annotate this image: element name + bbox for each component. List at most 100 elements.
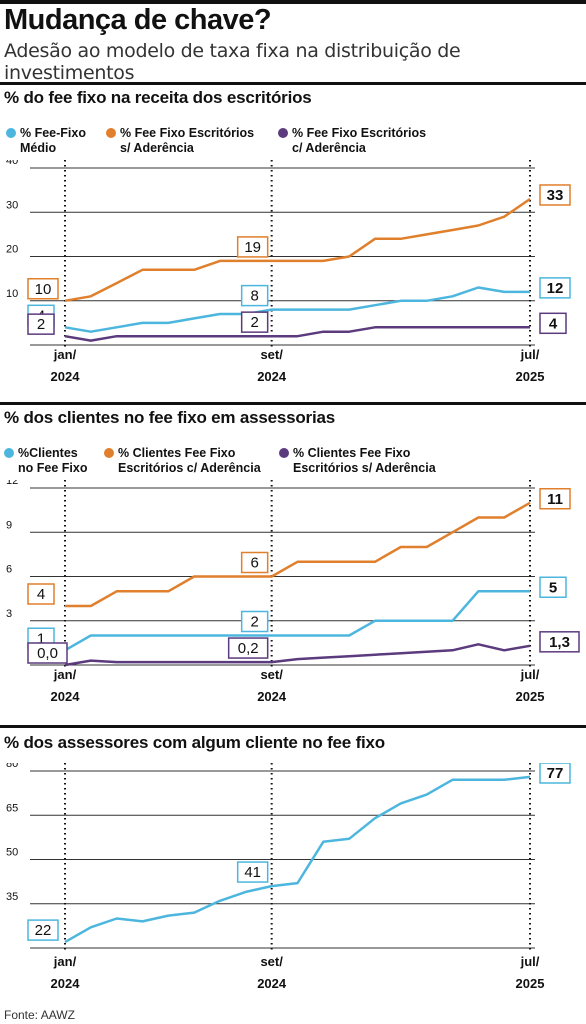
legend-label: % Fee Fixo Escritórios c/ Aderência [292, 126, 427, 155]
page-title: Mudança de chave? [4, 4, 272, 36]
chart-1-legend-item-3: % Fee Fixo Escritórios c/ Aderência [278, 126, 427, 156]
x-tick-year: 2025 [516, 689, 545, 704]
x-tick-month: set/ [260, 954, 283, 969]
series-line [64, 326, 530, 342]
value-label-box [236, 236, 269, 258]
value-label-box [27, 642, 68, 664]
value-label: 0,2 [238, 640, 259, 657]
value-label: 2 [250, 614, 258, 631]
value-label: 41 [244, 864, 261, 881]
value-label: 5 [549, 579, 557, 596]
x-tick-year: 2024 [51, 369, 81, 384]
value-label: 0,0 [37, 645, 58, 662]
series-line [64, 197, 531, 303]
value-label: 4 [37, 586, 45, 603]
value-label-box [539, 184, 571, 206]
legend-label: % Clientes Fee Fixo Escritórios s/ Aderê… [293, 446, 436, 475]
x-tick-month: jul/ [520, 347, 540, 362]
legend-dot [104, 448, 114, 458]
x-tick-year: 2024 [51, 689, 81, 704]
value-label-box [539, 312, 567, 335]
value-label: 19 [244, 239, 261, 256]
chart-1-title: % do fee fixo na receita dos escritórios [4, 88, 312, 107]
y-tick-label: 80 [6, 763, 18, 770]
value-label: 77 [547, 765, 564, 782]
chart-2-legend-item-3: % Clientes Fee Fixo Escritórios s/ Aderê… [279, 446, 436, 476]
legend-dot [6, 128, 16, 138]
chart-1-legend-item-2: % Fee Fixo Escritórios s/ Aderência [106, 126, 255, 156]
legend-label: % Fee-Fixo Médio [20, 126, 86, 155]
y-tick-label: 65 [6, 802, 18, 814]
y-tick-label: 10 [6, 288, 18, 300]
legend-dot [106, 128, 116, 138]
series-line [64, 775, 531, 944]
value-label: 12 [547, 280, 564, 297]
value-label-box [539, 576, 567, 598]
value-label: 2 [37, 316, 45, 333]
value-label-box [539, 763, 571, 784]
section-3-rule [0, 725, 586, 728]
chart-3-plot: 35 50 65 80 jan/2024 set/2024 jul/2025 22 41 77 [6, 763, 571, 991]
legend-dot [278, 128, 288, 138]
value-label: 6 [250, 555, 258, 572]
x-tick-year: 2024 [257, 976, 287, 991]
x-tick-month: jan/ [53, 954, 77, 969]
value-label-box [27, 313, 55, 335]
section-2-rule [0, 402, 586, 405]
y-tick-label: 9 [6, 519, 12, 531]
value-label: 11 [547, 491, 563, 508]
value-label: 1 [37, 630, 45, 647]
value-label: 1,3 [549, 634, 570, 651]
value-label-box [27, 583, 55, 605]
chart-3-title: % dos assessores com algum cliente no fe… [4, 733, 385, 752]
section-1-rule [0, 82, 586, 85]
x-tick-month: jul/ [520, 667, 540, 682]
legend-label: % Fee Fixo Escritórios s/ Aderência [120, 126, 255, 155]
chart-2-legend-item-1: %Clientes no Fee Fixo [4, 446, 88, 476]
y-tick-label: 40 [6, 160, 18, 167]
series-line [64, 286, 530, 333]
value-label: 10 [35, 281, 52, 298]
value-label-box [240, 311, 269, 333]
x-tick-month: set/ [260, 347, 283, 362]
value-label: 33 [547, 187, 564, 204]
chart-2-title: % dos clientes no fee fixo em assessoria… [4, 408, 336, 427]
x-tick-year: 2025 [516, 976, 545, 991]
y-tick-label: 50 [6, 847, 18, 859]
chart-1-legend-item-1: % Fee-Fixo Médio [6, 126, 86, 156]
value-label-box [240, 551, 269, 574]
value-label-box [539, 631, 580, 653]
value-label: 22 [35, 922, 52, 939]
x-tick-year: 2025 [516, 369, 545, 384]
value-label-box [227, 637, 269, 659]
value-label-box [539, 488, 571, 510]
y-tick-label: 3 [6, 608, 12, 620]
x-tick-month: jan/ [53, 667, 77, 682]
x-tick-month: jan/ [53, 347, 77, 362]
y-tick-label: 35 [6, 891, 18, 903]
x-tick-year: 2024 [257, 689, 287, 704]
value-label: 4 [549, 315, 558, 332]
x-tick-year: 2024 [257, 369, 287, 384]
y-tick-label: 12 [6, 480, 18, 487]
x-tick-year: 2024 [51, 976, 81, 991]
top-rule [0, 0, 586, 4]
legend-dot [4, 448, 14, 458]
series-line [64, 643, 531, 667]
value-label-box [27, 919, 59, 941]
y-tick-label: 6 [6, 564, 12, 576]
page-subtitle: Adesão ao modelo de taxa fixa na distrib… [4, 40, 461, 84]
value-label-box [240, 610, 269, 633]
series-line [65, 501, 531, 608]
y-tick-label: 30 [6, 199, 18, 211]
source-note: Fonte: AAWZ [4, 1008, 75, 1022]
series-line [64, 590, 530, 652]
value-label-box [539, 277, 571, 299]
legend-label: %Clientes no Fee Fixo [18, 446, 88, 475]
chart-2-legend-item-2: % Clientes Fee Fixo Escritórios c/ Aderê… [104, 446, 261, 476]
x-tick-month: jul/ [520, 954, 540, 969]
value-label-box [240, 284, 269, 307]
value-label-box [27, 278, 59, 300]
legend-label: % Clientes Fee Fixo Escritórios c/ Aderê… [118, 446, 261, 475]
